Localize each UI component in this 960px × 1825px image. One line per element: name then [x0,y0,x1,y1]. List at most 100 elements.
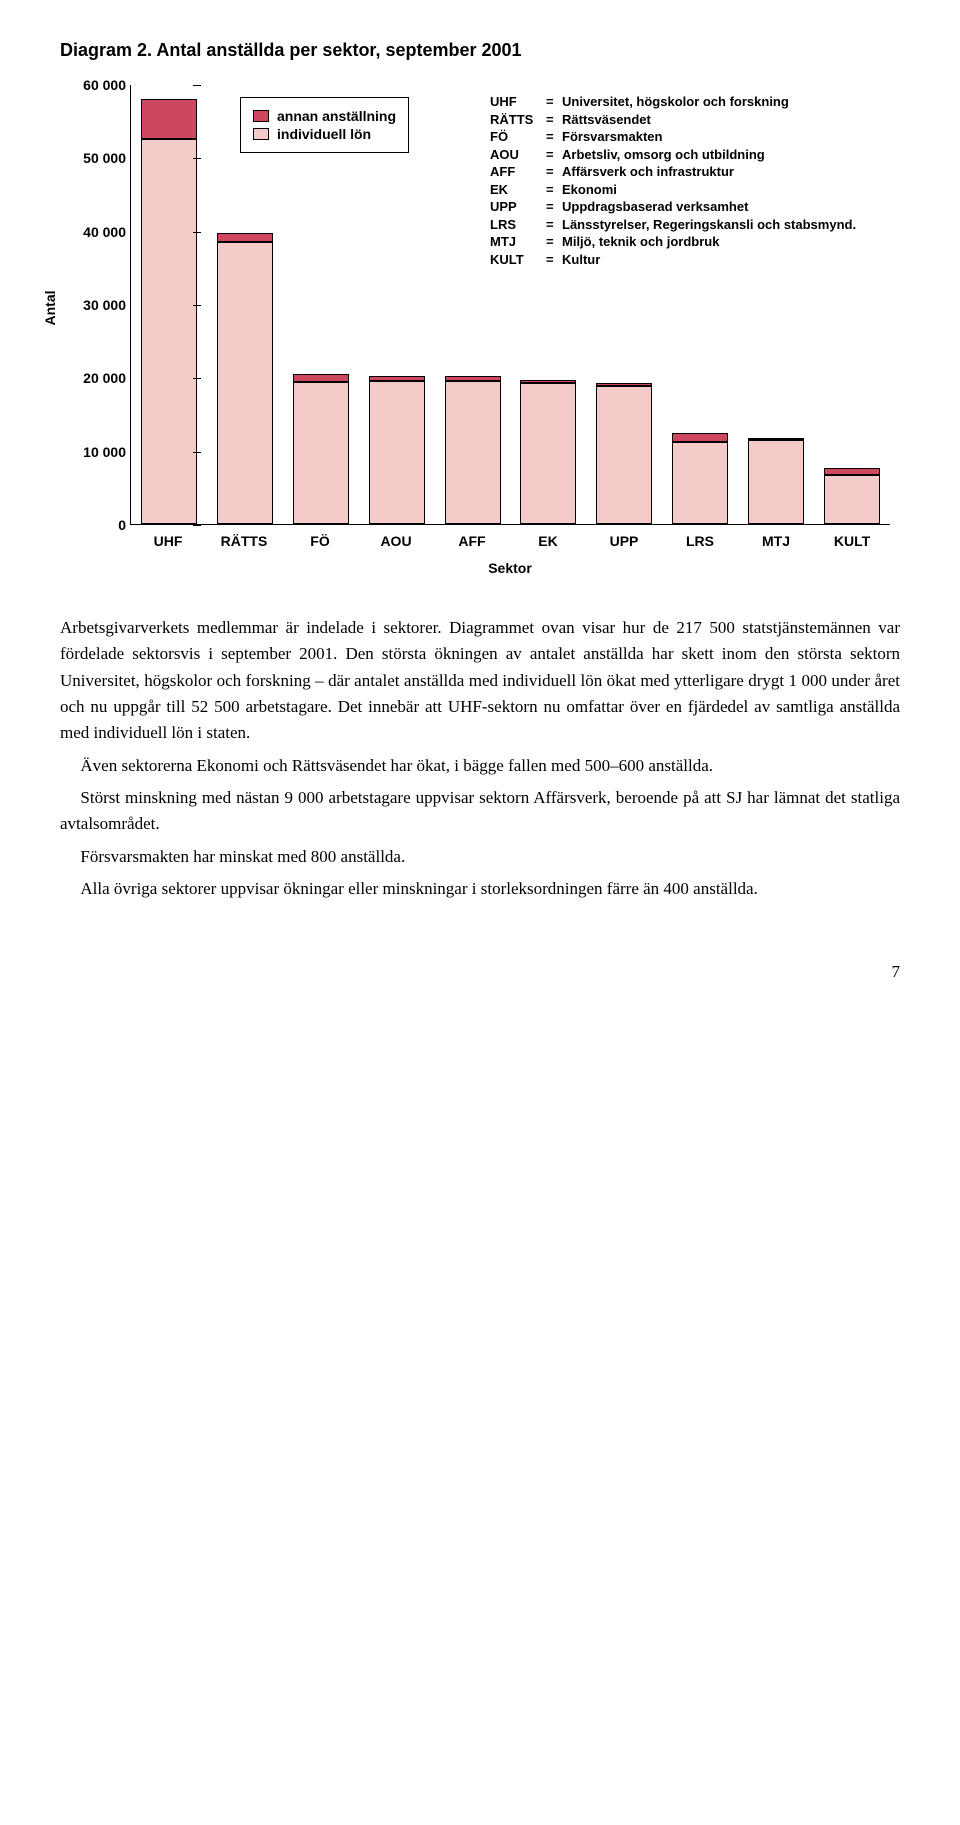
bar-KULT [824,468,880,524]
code-key: KULT [490,251,546,269]
code-desc: Miljö, teknik och jordbruk [562,233,719,251]
y-tick-label: 20 000 [83,370,126,386]
code-list: UHF=Universitet, högskolor och forskning… [490,93,856,268]
code-row: UHF=Universitet, högskolor och forskning [490,93,856,111]
page-number: 7 [60,962,900,982]
x-labels: UHFRÄTTSFÖAOUAFFEKUPPLRSMTJKULT [130,533,890,549]
code-equals: = [546,93,562,111]
y-tick [193,305,201,306]
bar-AFF [445,376,501,524]
code-row: MTJ=Miljö, teknik och jordbruk [490,233,856,251]
code-equals: = [546,146,562,164]
code-row: LRS=Länsstyrelser, Regeringskansli och s… [490,216,856,234]
bar-segment-individuell [369,381,425,524]
paragraph-3: Störst minskning med nästan 9 000 arbets… [60,785,900,838]
bar-segment-annan [293,374,349,383]
bar-EK [520,380,576,524]
y-tick-label: 40 000 [83,224,126,240]
code-row: KULT=Kultur [490,251,856,269]
bar-segment-individuell [293,382,349,524]
code-desc: Länsstyrelser, Regeringskansli och stabs… [562,216,856,234]
code-key: AFF [490,163,546,181]
bar-segment-individuell [445,381,501,524]
bar-segment-individuell [217,242,273,524]
x-label: KULT [824,533,880,549]
bar-segment-annan [672,433,728,442]
y-tick-label: 50 000 [83,150,126,166]
legend-label: individuell lön [277,126,371,142]
code-key: RÄTTS [490,111,546,129]
code-row: AFF=Affärsverk och infrastruktur [490,163,856,181]
y-tick [193,158,201,159]
legend-item: individuell lön [253,126,396,142]
body-text: Arbetsgivarverkets medlemmar är indelade… [60,615,900,902]
y-tick-label: 60 000 [83,77,126,93]
bar-FÖ [293,374,349,524]
chart: Antal UHFRÄTTSFÖAOUAFFEKUPPLRSMTJKULT Se… [60,85,900,585]
bar-segment-individuell [141,139,197,524]
code-desc: Affärsverk och infrastruktur [562,163,734,181]
code-desc: Universitet, högskolor och forskning [562,93,789,111]
paragraph-1: Arbetsgivarverkets medlemmar är indelade… [60,615,900,747]
bar-segment-individuell [596,386,652,524]
y-axis-label: Antal [42,291,58,326]
bar-segment-annan [217,233,273,242]
code-row: UPP=Uppdragsbaserad verksamhet [490,198,856,216]
code-key: MTJ [490,233,546,251]
code-key: EK [490,181,546,199]
bar-MTJ [748,438,804,524]
legend-swatch [253,110,269,122]
code-equals: = [546,163,562,181]
bar-segment-annan [824,468,880,475]
x-label: UPP [596,533,652,549]
code-equals: = [546,233,562,251]
code-row: RÄTTS=Rättsväsendet [490,111,856,129]
legend-swatch [253,128,269,140]
paragraph-4: Försvarsmakten har minskat med 800 anstä… [60,844,900,870]
bar-RÄTTS [217,233,273,524]
y-tick-label: 30 000 [83,297,126,313]
y-tick-label: 0 [118,517,126,533]
code-equals: = [546,198,562,216]
paragraph-2: Även sektorerna Ekonomi och Rättsväsende… [60,753,900,779]
y-tick-label: 10 000 [83,444,126,460]
legend-label: annan anställning [277,108,396,124]
code-key: UPP [490,198,546,216]
code-equals: = [546,216,562,234]
code-desc: Kultur [562,251,600,269]
code-equals: = [546,111,562,129]
x-label: LRS [672,533,728,549]
code-desc: Arbetsliv, omsorg och utbildning [562,146,765,164]
x-label: EK [520,533,576,549]
bar-LRS [672,433,728,524]
legend: annan anställning individuell lön [240,97,409,153]
bar-segment-individuell [520,383,576,524]
x-axis-label: Sektor [130,560,890,576]
x-label: RÄTTS [216,533,272,549]
code-key: LRS [490,216,546,234]
code-desc: Uppdragsbaserad verksamhet [562,198,748,216]
x-label: MTJ [748,533,804,549]
code-equals: = [546,251,562,269]
legend-item: annan anställning [253,108,396,124]
bar-segment-individuell [748,440,804,524]
y-tick [193,378,201,379]
code-row: FÖ=Försvarsmakten [490,128,856,146]
x-label: AOU [368,533,424,549]
code-desc: Försvarsmakten [562,128,662,146]
y-tick [193,525,201,526]
code-row: EK=Ekonomi [490,181,856,199]
code-key: UHF [490,93,546,111]
diagram-title: Diagram 2. Antal anställda per sektor, s… [60,40,900,61]
paragraph-5: Alla övriga sektorer uppvisar ökningar e… [60,876,900,902]
code-equals: = [546,181,562,199]
bar-UHF [141,99,197,524]
code-desc: Rättsväsendet [562,111,651,129]
y-tick [193,452,201,453]
code-row: AOU=Arbetsliv, omsorg och utbildning [490,146,856,164]
x-label: UHF [140,533,196,549]
code-desc: Ekonomi [562,181,617,199]
y-tick [193,232,201,233]
code-key: AOU [490,146,546,164]
bar-segment-annan [141,99,197,139]
